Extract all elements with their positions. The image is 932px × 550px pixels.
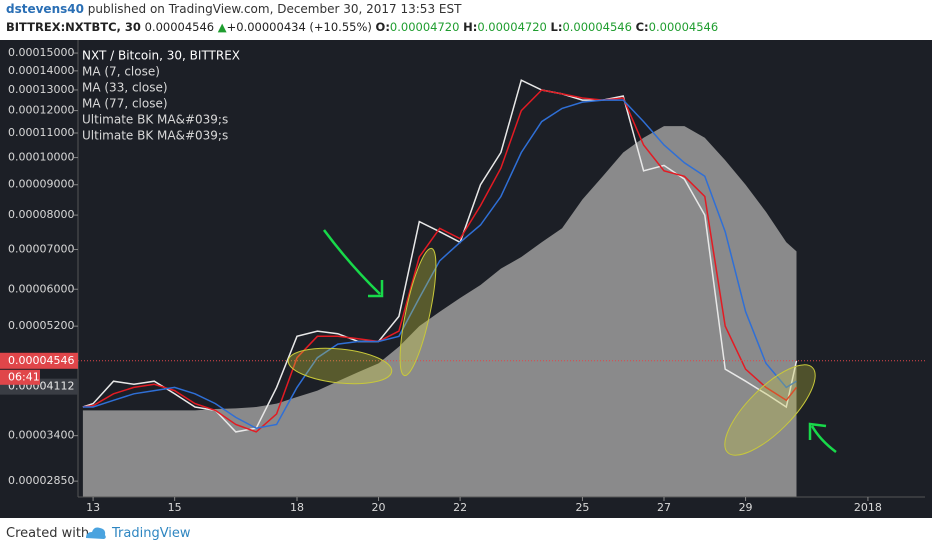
green-arrow [808,422,837,453]
close-value: 0.00004546 [648,20,719,34]
tradingview-logo [86,527,106,539]
legend-entry: NXT / Bitcoin, 30, BITTREX [82,49,240,63]
price: 0.00004546 [144,20,215,34]
y-tick-label: 0.00015000 [8,46,74,59]
last-price-box [0,352,78,369]
logo-cloud [86,527,106,539]
countdown-label: 06:41 [8,370,40,383]
y-tick-label: 0.00007000 [8,243,74,256]
annotations [287,229,837,456]
tradingview-brand[interactable]: TradingView [112,526,191,541]
area-series [82,126,797,497]
username[interactable]: dstevens40 [6,2,84,16]
x-tick-label: 15 [168,501,182,514]
y-tick-label: 0.00003400 [8,429,74,442]
x-tick-label: 13 [86,501,100,514]
x-tick-label: 20 [372,501,386,514]
x-tick-label: 27 [657,501,671,514]
close-label: C: [635,20,649,34]
chart: 0.00015000 0.00014000 0.00013000 0.00012000… [0,40,932,518]
x-tick-label: 29 [739,501,753,514]
legend-entry: Ultimate BK MA&#039;s [82,113,228,127]
low-value: 0.00004546 [562,20,632,34]
legend-entry: MA (33, close) [82,81,168,95]
countdown-box [0,369,40,385]
plot [78,79,925,497]
x-tick-label: 2018 [854,501,882,514]
legend-entry: MA (77, close) [82,97,168,111]
price-axis-panel [0,40,78,497]
high-label: H: [463,20,478,34]
y-tick-label: 0.00002850 [8,474,74,487]
line-series [82,99,797,429]
published-text: published on TradingView.com, December 3… [87,2,462,16]
symbol: BITTREX:NXTBTC, 30 [6,20,141,34]
open-label: O: [375,20,390,34]
axes: 0.00015000 0.00014000 0.00013000 0.00012000… [0,40,925,514]
y-tick-label: 0.00009000 [8,178,74,191]
legend-entry: MA (7, close) [82,65,160,79]
quote-line: BITTREX:NXTBTC, 30 0.00004546 ▲+0.000004… [6,20,718,34]
highlight-ellipse [399,247,437,377]
x-tick-label: 25 [575,501,589,514]
open-value: 0.00004720 [389,20,460,34]
last-price-label: 0.00004546 [8,354,74,367]
highlight-ellipse [287,347,393,385]
line-series [82,89,798,433]
highlight-ellipse [724,364,816,456]
change: +0.00000434 (+10.55%) [226,20,372,34]
y-tick-label: 0.00014000 [8,64,74,77]
header: dstevens40 published on TradingView.com,… [0,0,932,40]
low-label: L: [550,20,563,34]
y-tick-label: 0.00005200 [8,319,74,332]
y-tick-label: 0.00013000 [8,83,74,96]
up-arrow: ▲ [217,20,227,34]
x-tick-label: 22 [453,501,467,514]
legend-entry: Ultimate BK MA&#039;s [82,129,228,143]
y-tick-label: 0.00012000 [8,104,74,117]
x-tick-label: 18 [290,501,304,514]
footer: Created with TradingView [0,518,932,550]
green-arrow [322,229,384,298]
y-tick-label: 0.00010000 [8,151,74,164]
line-series [82,79,798,433]
publish-line: dstevens40 published on TradingView.com,… [6,2,461,16]
created-with: Created with [6,526,90,541]
y-tick-label: 0.00011000 [8,126,74,139]
high-value: 0.00004720 [477,20,547,34]
y-tick-label: 0.00008000 [8,208,74,221]
y-tick-label: 0.00006000 [8,282,74,295]
